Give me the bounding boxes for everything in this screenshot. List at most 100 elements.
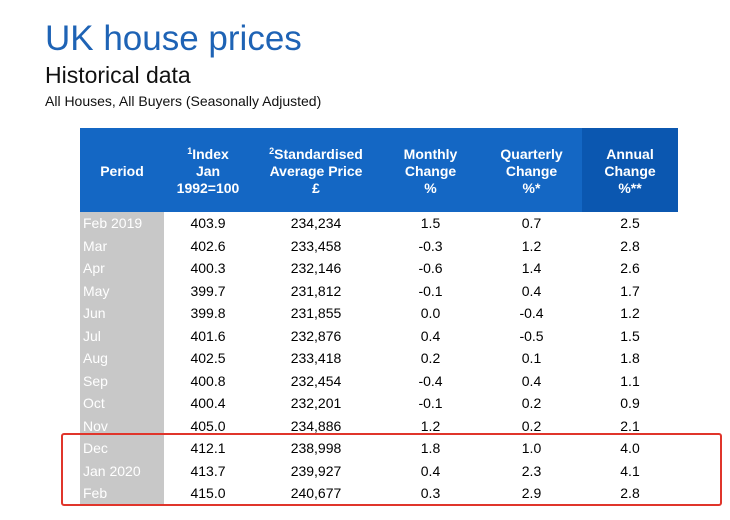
cell-monthly: 0.4	[420, 327, 441, 344]
column-header-annual: Annual Change %**	[582, 128, 678, 212]
column-header-line: Change	[604, 163, 656, 179]
cell-index: 399.7	[190, 282, 226, 299]
cell-quarterly: 0.4	[521, 282, 542, 299]
column-header-index: 1Index Jan 1992=100	[164, 128, 252, 212]
cell-annual: 2.1	[620, 417, 640, 434]
table-header: Period 1Index Jan 1992=100 2Standardised Aver…	[80, 128, 678, 212]
cell-quarterly: 0.4	[521, 372, 542, 389]
column-header-quarterly: Quarterly Change %*	[481, 128, 582, 212]
cell-period: Feb 2019	[80, 212, 164, 235]
cell-monthly: 0.4	[420, 462, 441, 479]
cell-monthly: 1.8	[420, 440, 441, 457]
cell-period: Dec	[80, 437, 164, 460]
table-row: Feb 2019 403.9 234,234 1.5 0.7 2.5	[80, 212, 678, 235]
column-header-line: Quarterly	[500, 146, 563, 162]
cell-quarterly: -0.4	[519, 305, 544, 322]
cell-period: May	[80, 279, 164, 302]
table-row: Sep 400.8 232,454 -0.4 0.4 1.1	[80, 369, 678, 392]
cell-index: 415.0	[190, 485, 226, 502]
column-header-monthly: Monthly Change%	[380, 128, 481, 212]
cell-monthly: -0.1	[418, 282, 443, 299]
cell-monthly: -0.1	[418, 395, 443, 412]
cell-annual: 2.5	[620, 215, 640, 232]
cell-period: Sep	[80, 369, 164, 392]
cell-quarterly: 0.2	[521, 417, 542, 434]
cell-price: 233,418	[290, 350, 342, 367]
cell-price: 232,454	[290, 372, 342, 389]
cell-annual: 2.6	[620, 260, 640, 277]
cell-annual: 1.2	[620, 305, 640, 322]
cell-index: 400.3	[190, 260, 226, 277]
table-row: Apr 400.3 232,146 -0.6 1.4 2.6	[80, 257, 678, 280]
cell-index: 405.0	[190, 417, 226, 434]
house-price-table: Period 1Index Jan 1992=100 2Standardised Aver…	[80, 128, 678, 505]
cell-quarterly: 0.2	[521, 395, 542, 412]
column-header-line: Period	[100, 163, 144, 179]
cell-monthly: -0.4	[418, 372, 443, 389]
footnote-marker: 1	[187, 146, 193, 156]
column-header-price: 2Standardised Average Price £	[252, 128, 380, 212]
table-row: Oct 400.4 232,201 -0.1 0.2 0.9	[80, 392, 678, 415]
cell-monthly: 1.5	[420, 215, 441, 232]
cell-annual: 1.1	[620, 372, 640, 389]
cell-price: 233,458	[290, 237, 342, 254]
cell-price: 232,201	[290, 395, 342, 412]
cell-quarterly: 0.1	[521, 350, 542, 367]
column-header-line: Monthly	[403, 146, 458, 162]
column-header-line: %	[424, 180, 437, 196]
cell-monthly: -0.3	[418, 237, 443, 254]
cell-period: Nov	[80, 414, 164, 437]
cell-price: 238,998	[290, 440, 342, 457]
cell-period: Aug	[80, 347, 164, 370]
column-header-line: Jan	[195, 163, 221, 179]
cell-annual: 1.5	[620, 327, 640, 344]
cell-price: 232,876	[290, 327, 342, 344]
cell-period: Oct	[80, 392, 164, 415]
cell-price: 239,927	[290, 462, 342, 479]
page-subtitle: Historical data	[45, 62, 191, 88]
cell-quarterly: 2.9	[521, 485, 542, 502]
cell-annual: 1.8	[620, 350, 640, 367]
table-caption: All Houses, All Buyers (Seasonally Adjus…	[45, 93, 322, 109]
page-title: UK house prices	[45, 19, 302, 58]
cell-price: 240,677	[290, 485, 342, 502]
cell-monthly: 0.3	[420, 485, 441, 502]
column-header-line: Standardised	[274, 146, 363, 162]
column-header-line: Change	[505, 163, 558, 179]
cell-monthly: -0.6	[418, 260, 443, 277]
cell-quarterly: 1.4	[521, 260, 542, 277]
table-row: Nov 405.0 234,886 1.2 0.2 2.1	[80, 414, 678, 437]
cell-index: 402.6	[190, 237, 226, 254]
cell-annual: 0.9	[620, 395, 640, 412]
cell-period: Feb	[80, 482, 164, 505]
column-header-line: %**	[618, 180, 642, 196]
table-row: Aug 402.5 233,418 0.2 0.1 1.8	[80, 347, 678, 370]
cell-annual: 2.8	[620, 485, 640, 502]
cell-index: 399.8	[190, 305, 226, 322]
cell-index: 412.1	[190, 440, 226, 457]
table-body: Feb 2019 403.9 234,234 1.5 0.7 2.5 Mar 402.6 233…	[80, 212, 678, 505]
table-row: Jan 2020 413.7 239,927 0.4 2.3 4.1	[80, 459, 678, 482]
column-header-line: Change	[404, 163, 457, 179]
column-header-line: Annual	[606, 146, 654, 162]
footnote-marker: 2	[269, 146, 275, 156]
column-header-line: 1992=100	[176, 180, 240, 196]
column-header-period: Period	[80, 128, 164, 212]
cell-quarterly: -0.5	[519, 327, 544, 344]
cell-monthly: 1.2	[420, 417, 441, 434]
cell-price: 234,234	[290, 215, 342, 232]
cell-price: 234,886	[290, 417, 342, 434]
cell-quarterly: 1.0	[521, 440, 542, 457]
cell-index: 402.5	[190, 350, 226, 367]
cell-annual: 4.0	[620, 440, 640, 457]
cell-annual: 1.7	[620, 282, 640, 299]
cell-quarterly: 0.7	[521, 215, 542, 232]
cell-period: Jul	[80, 324, 164, 347]
cell-price: 231,812	[290, 282, 342, 299]
cell-index: 401.6	[190, 327, 226, 344]
cell-monthly: 0.2	[420, 350, 441, 367]
column-header-line: Index	[192, 146, 229, 162]
cell-quarterly: 1.2	[521, 237, 542, 254]
table-row: Mar 402.6 233,458 -0.3 1.2 2.8	[80, 234, 678, 257]
table-row: Feb 415.0 240,677 0.3 2.9 2.8	[80, 482, 678, 505]
